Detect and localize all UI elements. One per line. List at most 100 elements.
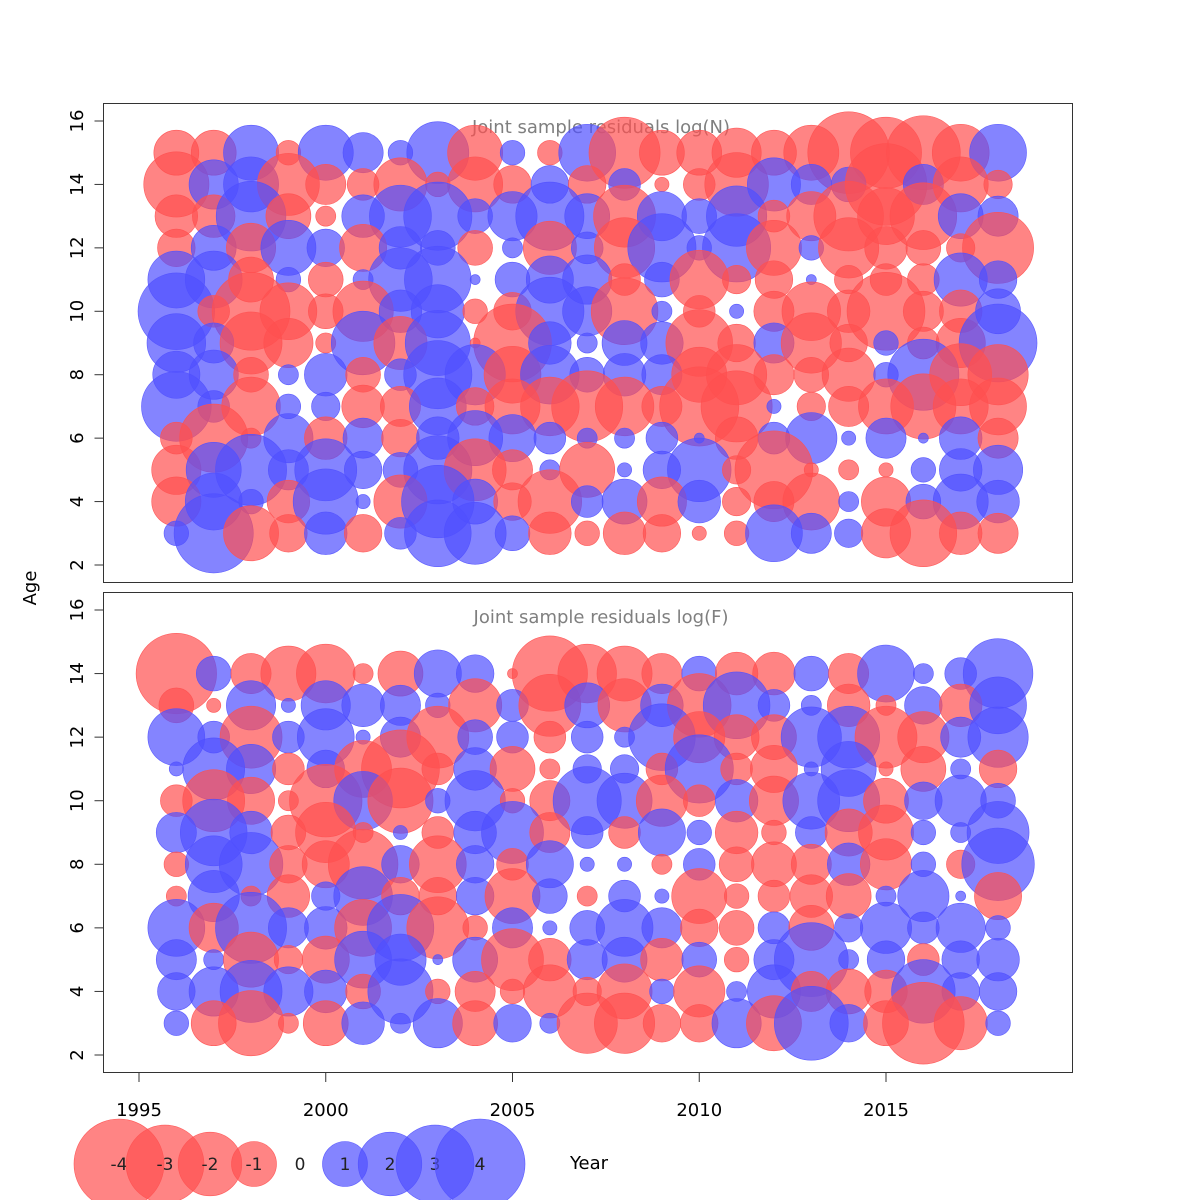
bubble-top-age10-2011	[729, 303, 745, 319]
x-tick-label-2015: 2015	[863, 1100, 909, 1121]
bubble-top-age5-2001	[343, 450, 383, 489]
bubble-top-age6-2009	[645, 421, 679, 455]
bubble-bottom-age11-2015	[878, 761, 894, 777]
bubble-top-age5-2016	[910, 457, 936, 483]
bubble-bottom-age3-2001	[341, 1001, 385, 1045]
x-tick-label-2010: 2010	[676, 1100, 722, 1121]
legend-label-2: 2	[385, 1155, 396, 1175]
panel-frame-bottom	[103, 592, 1073, 1073]
bubble-top-age6-2016	[918, 432, 929, 444]
bubble-bottom-age12-2006	[533, 720, 567, 754]
bubble-bottom-age7-2018	[974, 872, 1022, 920]
bubble-bottom-age9-2002	[393, 825, 408, 840]
bubble-top-age10-2004	[462, 298, 488, 324]
x-tick-label-2000: 2000	[303, 1100, 349, 1121]
bubble-bottom-age3-1996	[163, 1010, 189, 1036]
bubble-bottom-age5-2009	[640, 937, 684, 982]
x-tick-label-1995: 1995	[116, 1100, 162, 1121]
bubble-top-age15-2005	[499, 140, 526, 166]
bubble-top-age9-2007	[576, 332, 598, 354]
bubble-top-age12-2005	[502, 237, 523, 259]
bubble-bottom-age14-2016	[912, 663, 934, 684]
bubble-top-age10-2009	[651, 300, 673, 322]
bubble-top-age11-2004	[469, 274, 481, 285]
bubble-top-age3-2018	[977, 512, 1019, 554]
bubble-top-age7-2000	[311, 391, 341, 421]
bubble-top-age3-2014	[834, 518, 864, 548]
bubble-top-age14-2000	[305, 164, 347, 205]
bubble-bottom-age14-1997	[195, 655, 232, 692]
bubble-bottom-age7-2007	[576, 885, 598, 907]
bubble-bottom-age6-2004	[462, 915, 488, 941]
bubble-bottom-age3-2018	[985, 1010, 1011, 1036]
y-tick-label-bottom-10: 10	[67, 789, 88, 812]
bubble-top-age6-2015	[865, 417, 907, 459]
bubble-bottom-age9-2016	[910, 819, 936, 846]
bubble-bottom-age6-2011	[718, 910, 755, 946]
bubble-bottom-age11-2006	[539, 758, 561, 780]
bubble-bottom-age3-2017	[933, 996, 988, 1051]
y-tick-label-bottom-8: 8	[67, 859, 88, 870]
bubble-top-age3-2007	[574, 520, 600, 546]
bubble-bottom-age11-1999	[272, 752, 305, 786]
bubble-bottom-age11-2003	[421, 752, 455, 786]
bubble-top-age13-2004	[457, 198, 493, 234]
bubble-bottom-age11-1996	[168, 761, 184, 777]
bubble-bottom-age8-2007	[579, 856, 595, 872]
bubble-bottom-age3-2002	[390, 1012, 411, 1034]
bubble-bottom-age6-2010	[680, 908, 719, 947]
legend-bubble-neg1	[231, 1141, 277, 1187]
bubble-top-age7-2012	[766, 399, 782, 414]
y-tick-label-top-10: 10	[67, 300, 88, 323]
bubble-top-age8-1999	[278, 364, 299, 386]
y-tick-label-bottom-2: 2	[67, 1049, 88, 1060]
bubble-bottom-age6-2006	[542, 920, 558, 936]
y-tick-label-bottom-14: 14	[67, 662, 88, 685]
bubble-bottom-age3-2014	[829, 1004, 868, 1043]
bubble-top-age4-2014	[838, 491, 860, 512]
bubble-bottom-age3-1999	[278, 1012, 299, 1034]
bubble-bottom-age6-1999	[267, 907, 309, 949]
bubble-top-age12-2016	[905, 230, 942, 266]
axes-layer: 2 4 6 8 10 12 14 16 2 4 6 8 10 12 14 16 1995 2000 2005 2010…	[67, 110, 909, 1121]
bubble-top-age3-2001	[343, 514, 383, 553]
bubble-bottom-age7-2017	[955, 890, 967, 902]
y-tick-label-top-8: 8	[67, 369, 88, 380]
panel-title-bottom: Joint sample residuals log(F)	[473, 607, 729, 628]
bubble-bottom-age3-2005	[493, 1004, 532, 1043]
bubble-bottom-age7-2011	[723, 883, 750, 909]
y-tick-label-top-6: 6	[67, 432, 88, 443]
bubble-top-age15-2001	[342, 132, 384, 174]
bubble-top-age3-2017	[939, 511, 983, 555]
bubble-bottom-age5-2007	[566, 939, 608, 981]
size-legend: -4-3-2-101234	[73, 1118, 526, 1204]
bubble-bottom-age14-2001	[352, 663, 374, 684]
bubbles-bottom-panel	[135, 633, 1035, 1065]
bubble-bottom-age3-2009	[642, 1004, 682, 1043]
y-axis-title: Age	[20, 571, 41, 606]
y-tick-label-top-14: 14	[67, 173, 88, 196]
legend-label-neg2: -2	[202, 1155, 219, 1175]
bubble-top-age3-1999	[269, 514, 308, 553]
bubble-bottom-age9-2009	[638, 808, 686, 857]
y-tick-label-bottom-4: 4	[67, 986, 88, 997]
bubble-bottom-age10-2002	[367, 767, 434, 834]
bubble-top-age4-2007	[570, 485, 604, 518]
bubble-top-age6-2008	[614, 427, 635, 449]
y-tick-label-bottom-6: 6	[67, 922, 88, 933]
bubble-bottom-age7-2014	[825, 873, 872, 919]
bubble-bottom-age4-2005	[499, 978, 526, 1005]
bubble-bottom-age9-2012	[761, 819, 787, 846]
bubble-top-age11-2011	[722, 265, 752, 295]
legend-label-0: 0	[295, 1155, 306, 1175]
bubble-top-age13-2000	[315, 205, 337, 227]
legend-label-neg4: -4	[111, 1155, 128, 1175]
bubble-bottom-age6-2018	[985, 915, 1011, 941]
bubble-top-age4-2001	[355, 494, 371, 509]
bubble-bottom-age3-1998	[218, 990, 284, 1057]
bubble-top-age14-2009	[654, 177, 670, 192]
bubble-bottom-age3-2004	[452, 1000, 498, 1047]
bubble-bottom-age12-2007	[570, 720, 604, 754]
